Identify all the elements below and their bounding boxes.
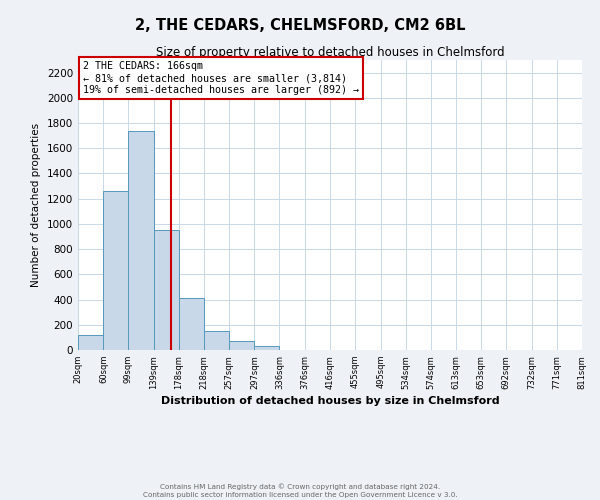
Bar — [179, 298, 204, 350]
Bar — [103, 190, 128, 350]
Bar — [254, 346, 280, 350]
Text: Contains HM Land Registry data © Crown copyright and database right 2024.
Contai: Contains HM Land Registry data © Crown c… — [143, 484, 457, 498]
Y-axis label: Number of detached properties: Number of detached properties — [31, 123, 41, 287]
Bar — [154, 230, 179, 350]
Text: 2 THE CEDARS: 166sqm
← 81% of detached houses are smaller (3,814)
19% of semi-de: 2 THE CEDARS: 166sqm ← 81% of detached h… — [83, 62, 359, 94]
Bar — [128, 131, 154, 350]
Title: Size of property relative to detached houses in Chelmsford: Size of property relative to detached ho… — [155, 46, 505, 59]
X-axis label: Distribution of detached houses by size in Chelmsford: Distribution of detached houses by size … — [161, 396, 499, 406]
Text: 2, THE CEDARS, CHELMSFORD, CM2 6BL: 2, THE CEDARS, CHELMSFORD, CM2 6BL — [135, 18, 465, 32]
Bar — [229, 340, 254, 350]
Bar — [204, 331, 229, 350]
Bar — [78, 335, 103, 350]
